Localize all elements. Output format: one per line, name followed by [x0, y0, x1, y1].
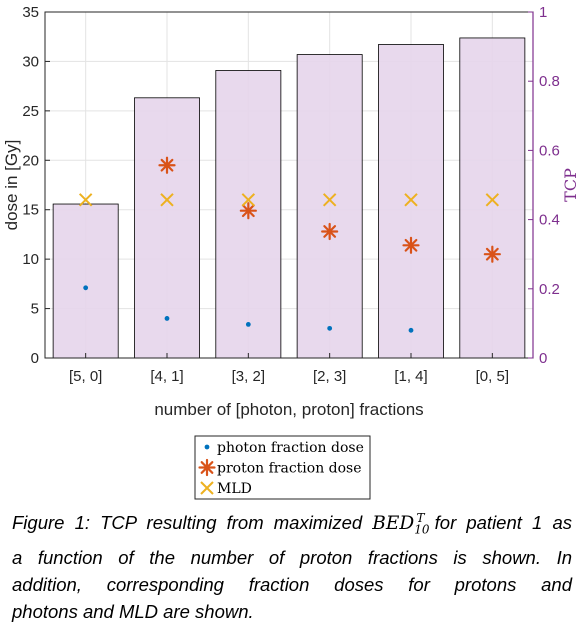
asterisk-stroke — [323, 225, 337, 238]
legend-marker — [204, 444, 210, 450]
caption-line-2: a function of the number of proton fract… — [12, 546, 572, 568]
left-tick-label: 25 — [22, 103, 39, 120]
caption-line-1-text: Figure 1: TCP resulting from maximized — [12, 512, 373, 534]
right-tick-label: 1 — [539, 4, 547, 21]
MLD-point — [78, 193, 93, 207]
proton-fraction-dose-point — [402, 236, 420, 254]
x-tick-label: [2, 3] — [313, 368, 346, 385]
x-tick-label: [1, 4] — [394, 368, 427, 385]
photon-fraction-dose-point — [164, 316, 170, 321]
left-tick-label: 30 — [22, 53, 39, 70]
tcp-bar — [134, 97, 200, 359]
x-tick-label: [5, 0] — [69, 368, 102, 385]
x-stroke — [241, 193, 256, 207]
MLD-point — [241, 193, 256, 207]
caption-line-1-tail: for patient 1 as — [424, 512, 572, 534]
legend-label: MLD — [217, 481, 252, 497]
proton-fraction-dose-point — [239, 202, 257, 220]
caption-line-1: Figure 1: TCP resulting from maximized B… — [12, 505, 572, 544]
figure-caption: Figure 1: TCP resulting from maximized B… — [12, 505, 572, 625]
legend-label: proton fraction dose — [217, 461, 362, 477]
legend-box — [194, 435, 371, 500]
asterisk-stroke — [485, 247, 499, 261]
left-tick-label: 35 — [22, 4, 39, 21]
y-axis-label: dose in [Gy] — [2, 140, 21, 231]
x-axis-label: number of [photon, proton] fractions — [154, 400, 423, 419]
proton-fraction-dose-point — [321, 222, 339, 241]
caption-line-4: photons and MLD are shown. — [12, 600, 254, 622]
left-axis-ticks: 0 5 10 15 20 25 30 35 — [22, 4, 50, 367]
proton-fraction-dose-point — [483, 245, 501, 263]
photon-fraction-dose-point — [408, 327, 414, 333]
right-axis-ticks: 0 0.2 0.4 0.6 0.8 1 — [528, 4, 560, 367]
markers — [78, 156, 501, 333]
photon-fraction-dose-point — [327, 325, 333, 331]
x-stroke — [322, 193, 337, 207]
left-tick-label: 5 — [31, 301, 39, 318]
photon-fraction-dose-point — [83, 285, 89, 291]
left-tick-label: 15 — [22, 202, 39, 219]
x-tick-label: [4, 1] — [150, 368, 183, 385]
caption-line-3: addition, corresponding fraction doses f… — [12, 573, 572, 595]
x-tick-label: [0, 5] — [476, 368, 509, 385]
bed-term: BED10T — [372, 511, 429, 537]
asterisk-stroke — [200, 461, 214, 474]
right-tick-label: 0.4 — [539, 212, 560, 229]
legend-marker — [198, 458, 216, 477]
MLD-point — [404, 193, 418, 207]
tcp-bar — [459, 37, 526, 359]
photon-fraction-dose-point — [245, 321, 251, 327]
x-stroke — [78, 193, 93, 207]
x-stroke — [404, 193, 418, 207]
tcp-bars — [52, 37, 526, 359]
asterisk-stroke — [160, 158, 174, 172]
bed-base: BED — [372, 513, 415, 535]
legend-label: photon fraction dose — [217, 440, 364, 456]
left-tick-label: 0 — [31, 350, 39, 367]
tcp-bar — [52, 203, 119, 359]
asterisk-stroke — [241, 204, 255, 218]
right-tick-label: 0.8 — [539, 73, 560, 90]
asterisk-stroke — [404, 238, 418, 252]
x-stroke — [160, 193, 174, 207]
x-tick-label: [3, 2] — [232, 368, 265, 385]
x-stroke — [485, 193, 500, 207]
tcp-bar — [296, 54, 363, 359]
bed-sub: 10 — [414, 522, 430, 537]
right-tick-label: 0.2 — [539, 281, 560, 298]
legend: photon fraction dose proton fraction dose… — [194, 435, 371, 500]
tcp-bar — [378, 44, 444, 359]
right-tick-label: 0.6 — [539, 142, 560, 159]
MLD-point — [322, 193, 337, 207]
left-tick-label: 10 — [22, 251, 39, 268]
left-tick-label: 20 — [22, 152, 39, 169]
legend-marker — [200, 481, 214, 495]
right-y-axis-label: TCP — [561, 168, 580, 202]
x-stroke — [200, 481, 214, 495]
x-axis-ticks: [5, 0] [4, 1] [3, 2] [2, 3] [1, 4] [0, 5] — [69, 353, 509, 385]
MLD-point — [160, 193, 174, 207]
chart: 0 5 10 15 20 25 30 35 0 0.2 0.4 0.6 0.8 1 [5, 0] [4, … — [2, 4, 580, 500]
right-tick-label: 0 — [539, 350, 547, 367]
bed-sup: T — [416, 511, 425, 525]
proton-fraction-dose-point — [158, 156, 176, 174]
MLD-point — [485, 193, 500, 207]
